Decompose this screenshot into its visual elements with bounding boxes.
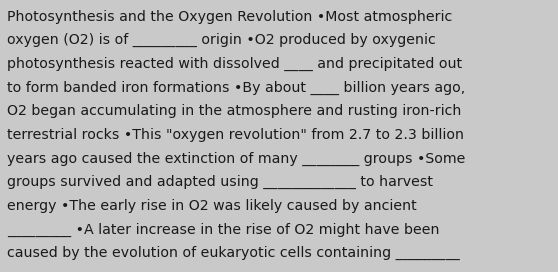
Text: Photosynthesis and the Oxygen Revolution •Most atmospheric: Photosynthesis and the Oxygen Revolution… xyxy=(7,10,452,23)
Text: terrestrial rocks •This "oxygen revolution" from 2.7 to 2.3 billion: terrestrial rocks •This "oxygen revoluti… xyxy=(7,128,464,142)
Text: photosynthesis reacted with dissolved ____ and precipitated out: photosynthesis reacted with dissolved __… xyxy=(7,57,462,71)
Text: groups survived and adapted using _____________ to harvest: groups survived and adapted using ______… xyxy=(7,175,432,189)
Text: to form banded iron formations •By about ____ billion years ago,: to form banded iron formations •By about… xyxy=(7,81,465,95)
Text: oxygen (O2) is of _________ origin •O2 produced by oxygenic: oxygen (O2) is of _________ origin •O2 p… xyxy=(7,33,435,47)
Text: caused by the evolution of eukaryotic cells containing _________: caused by the evolution of eukaryotic ce… xyxy=(7,246,459,260)
Text: energy •The early rise in O2 was likely caused by ancient: energy •The early rise in O2 was likely … xyxy=(7,199,416,213)
Text: O2 began accumulating in the atmosphere and rusting iron-rich: O2 began accumulating in the atmosphere … xyxy=(7,104,461,118)
Text: years ago caused the extinction of many ________ groups •Some: years ago caused the extinction of many … xyxy=(7,152,465,166)
Text: _________ •A later increase in the rise of O2 might have been: _________ •A later increase in the rise … xyxy=(7,222,439,237)
